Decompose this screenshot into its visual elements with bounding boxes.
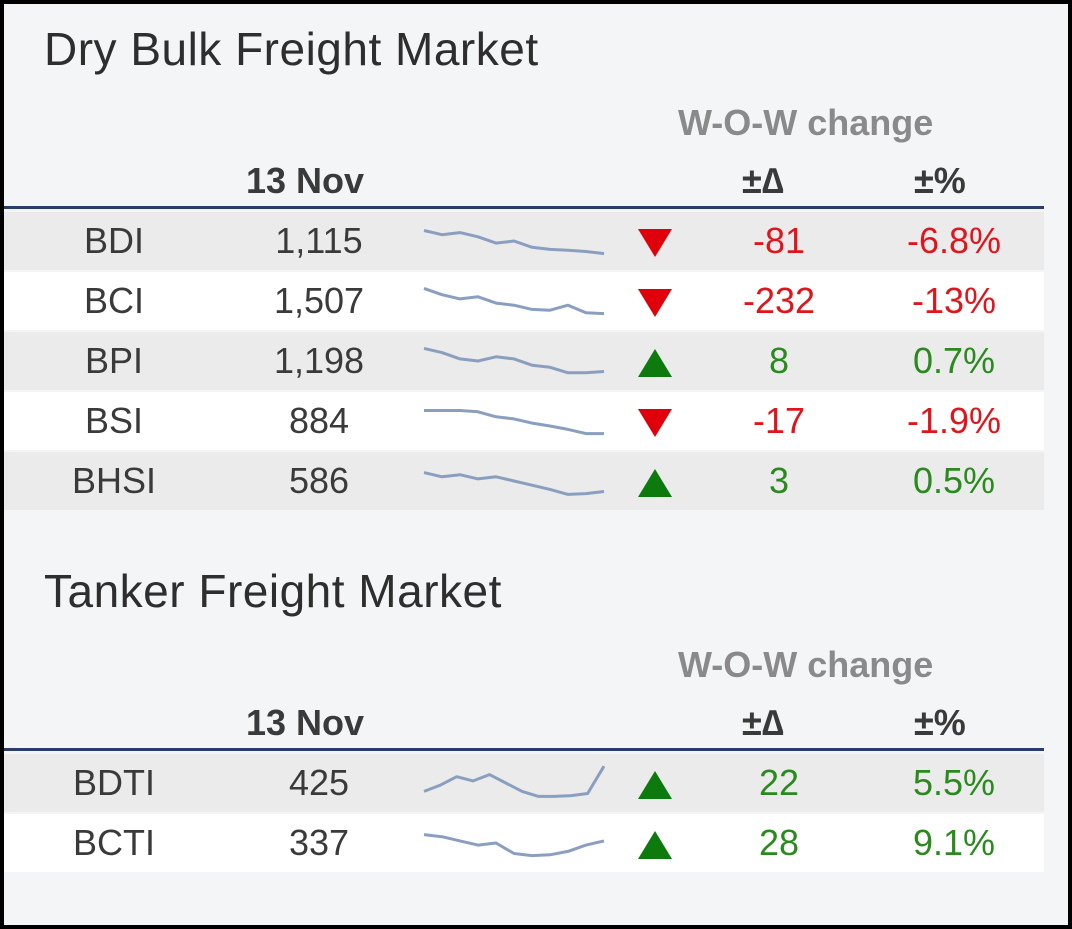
wow-delta: 8 [768, 340, 790, 381]
wow-delta: 28 [758, 822, 800, 863]
index-value: 337 [288, 822, 350, 863]
table-row: BPI 1,198 8 0.7% [4, 332, 1044, 390]
dry-bulk-header-rule [4, 206, 1044, 209]
dry-bulk-pct-header: ±% [914, 160, 966, 201]
tanker-wow-label: W-O-W change [678, 644, 934, 685]
sparkline-line [423, 286, 605, 316]
index-value: 884 [288, 400, 350, 441]
wow-percent: -13% [911, 280, 997, 321]
triangle-down-icon [638, 289, 672, 318]
sparkline [414, 754, 614, 812]
sparkline-line [423, 229, 605, 256]
table-row: BHSI 586 3 0.5% [4, 452, 1044, 510]
table-row: BDI 1,115 -81 -6.8% [4, 212, 1044, 270]
up-arrow-icon [630, 754, 680, 812]
wow-delta: -17 [752, 400, 806, 441]
wow-percent: -1.9% [906, 400, 1002, 441]
wow-delta: -232 [742, 280, 816, 321]
sparkline-line [423, 765, 606, 798]
index-value: 1,115 [275, 220, 363, 261]
index-name: BHSI [71, 460, 157, 501]
triangle-up-icon [638, 469, 672, 498]
triangle-down-icon [638, 229, 672, 258]
index-value: 425 [288, 762, 350, 803]
sparkline-line [424, 409, 604, 436]
wow-percent: 0.5% [912, 460, 996, 501]
dry-bulk-wow-label: W-O-W change [678, 102, 934, 143]
sparkline-line [423, 346, 605, 375]
index-value: 1,198 [273, 340, 365, 381]
tanker-title: Tanker Freight Market [44, 565, 502, 617]
dry-bulk-date-header: 13 Nov [246, 160, 365, 201]
triangle-up-icon [638, 771, 672, 800]
table-row: BCI 1,507 -232 -13% [4, 272, 1044, 330]
wow-percent: 0.7% [912, 340, 996, 381]
table-row: BCTI 337 28 9.1% [4, 814, 1044, 872]
sparkline [414, 392, 614, 450]
sparkline [414, 332, 614, 390]
sparkline-line [423, 833, 605, 858]
wow-percent: -6.8% [906, 220, 1002, 261]
down-arrow-icon [630, 272, 680, 330]
sparkline [414, 452, 614, 510]
sparkline [414, 814, 614, 872]
tanker-date-header: 13 Nov [246, 702, 365, 743]
index-name: BSI [84, 400, 144, 441]
table-row: BSI 884 -17 -1.9% [4, 392, 1044, 450]
tanker-pct-header: ±% [914, 702, 966, 743]
sparkline [414, 212, 614, 270]
down-arrow-icon [630, 392, 680, 450]
wow-delta: 3 [768, 460, 790, 501]
index-value: 1,507 [273, 280, 365, 321]
triangle-up-icon [638, 349, 672, 378]
index-name: BCI [83, 280, 144, 321]
index-name: BDI [83, 220, 144, 261]
sparkline-line [423, 471, 605, 496]
wow-delta: -81 [752, 220, 806, 261]
wow-percent: 9.1% [912, 822, 996, 863]
dry-bulk-delta-header: ±∆ [742, 160, 784, 201]
wow-delta: 22 [758, 762, 800, 803]
up-arrow-icon [630, 814, 680, 872]
wow-percent: 5.5% [912, 762, 996, 803]
triangle-down-icon [638, 409, 672, 438]
table-row: BDTI 425 22 5.5% [4, 754, 1044, 812]
up-arrow-icon [630, 452, 680, 510]
dry-bulk-title: Dry Bulk Freight Market [44, 23, 539, 75]
index-name: BCTI [72, 822, 155, 863]
triangle-up-icon [638, 831, 672, 860]
sparkline [414, 272, 614, 330]
index-name: BDTI [72, 762, 155, 803]
down-arrow-icon [630, 212, 680, 270]
index-name: BPI [84, 340, 144, 381]
tanker-delta-header: ±∆ [742, 702, 784, 743]
tanker-header-rule [4, 748, 1044, 751]
up-arrow-icon [630, 332, 680, 390]
index-value: 586 [288, 460, 350, 501]
